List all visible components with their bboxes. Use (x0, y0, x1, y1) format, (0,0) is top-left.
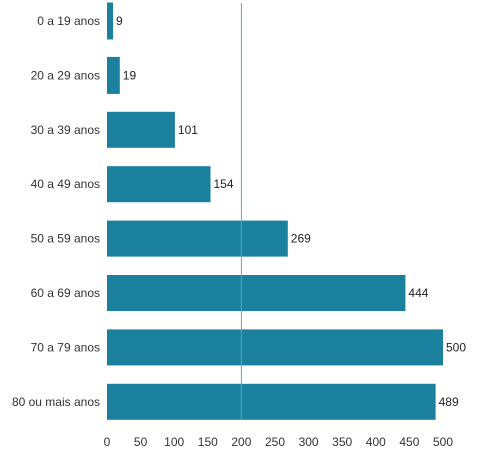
x-tick-label-2: 100 (164, 435, 184, 449)
category-label-6: 70 a 79 anos (31, 340, 100, 354)
x-tick-label-4: 200 (231, 435, 251, 449)
x-tick-label-1: 50 (134, 435, 148, 449)
x-tick-label-8: 400 (366, 435, 386, 449)
value-label-2: 101 (178, 123, 198, 137)
category-label-2: 30 a 39 anos (31, 123, 100, 137)
bar-1 (107, 56, 120, 94)
value-label-4: 269 (291, 232, 311, 246)
value-label-7: 489 (439, 395, 459, 409)
category-label-7: 80 ou mais anos (12, 395, 100, 409)
bar-7 (107, 383, 436, 420)
value-label-1: 19 (123, 68, 137, 82)
category-label-3: 40 a 49 anos (31, 177, 100, 191)
x-tick-label-9: 450 (399, 435, 419, 449)
value-label-5: 444 (408, 286, 428, 300)
x-tick-label-10: 500 (433, 435, 453, 449)
x-tick-label-0: 0 (104, 435, 111, 449)
bar-5 (107, 275, 406, 311)
value-label-3: 154 (214, 177, 234, 191)
bar-0 (107, 2, 113, 40)
category-label-5: 60 a 69 anos (31, 286, 100, 300)
x-tick-label-6: 300 (299, 435, 319, 449)
category-label-4: 50 a 59 anos (31, 232, 100, 246)
category-label-1: 20 a 29 anos (31, 68, 100, 82)
x-tick-label-3: 150 (198, 435, 218, 449)
x-tick-label-5: 250 (265, 435, 285, 449)
bar-6 (107, 329, 443, 366)
bar-3 (107, 166, 211, 203)
category-labels: 0 a 19 anos 20 a 29 anos 30 a 39 anos 40 a … (12, 14, 100, 409)
value-labels: 9 19 101 154 269 444 500 489 (116, 14, 466, 409)
value-label-6: 500 (446, 340, 466, 354)
bars-group (107, 2, 443, 420)
value-label-0: 9 (116, 14, 123, 28)
bar-2 (107, 111, 175, 148)
x-tick-label-7: 350 (332, 435, 352, 449)
bar-4 (107, 220, 288, 257)
x-axis-ticks: 0 50 100 150 200 250 300 350 400 450 500 (104, 435, 454, 449)
category-label-0: 0 a 19 anos (37, 14, 100, 28)
